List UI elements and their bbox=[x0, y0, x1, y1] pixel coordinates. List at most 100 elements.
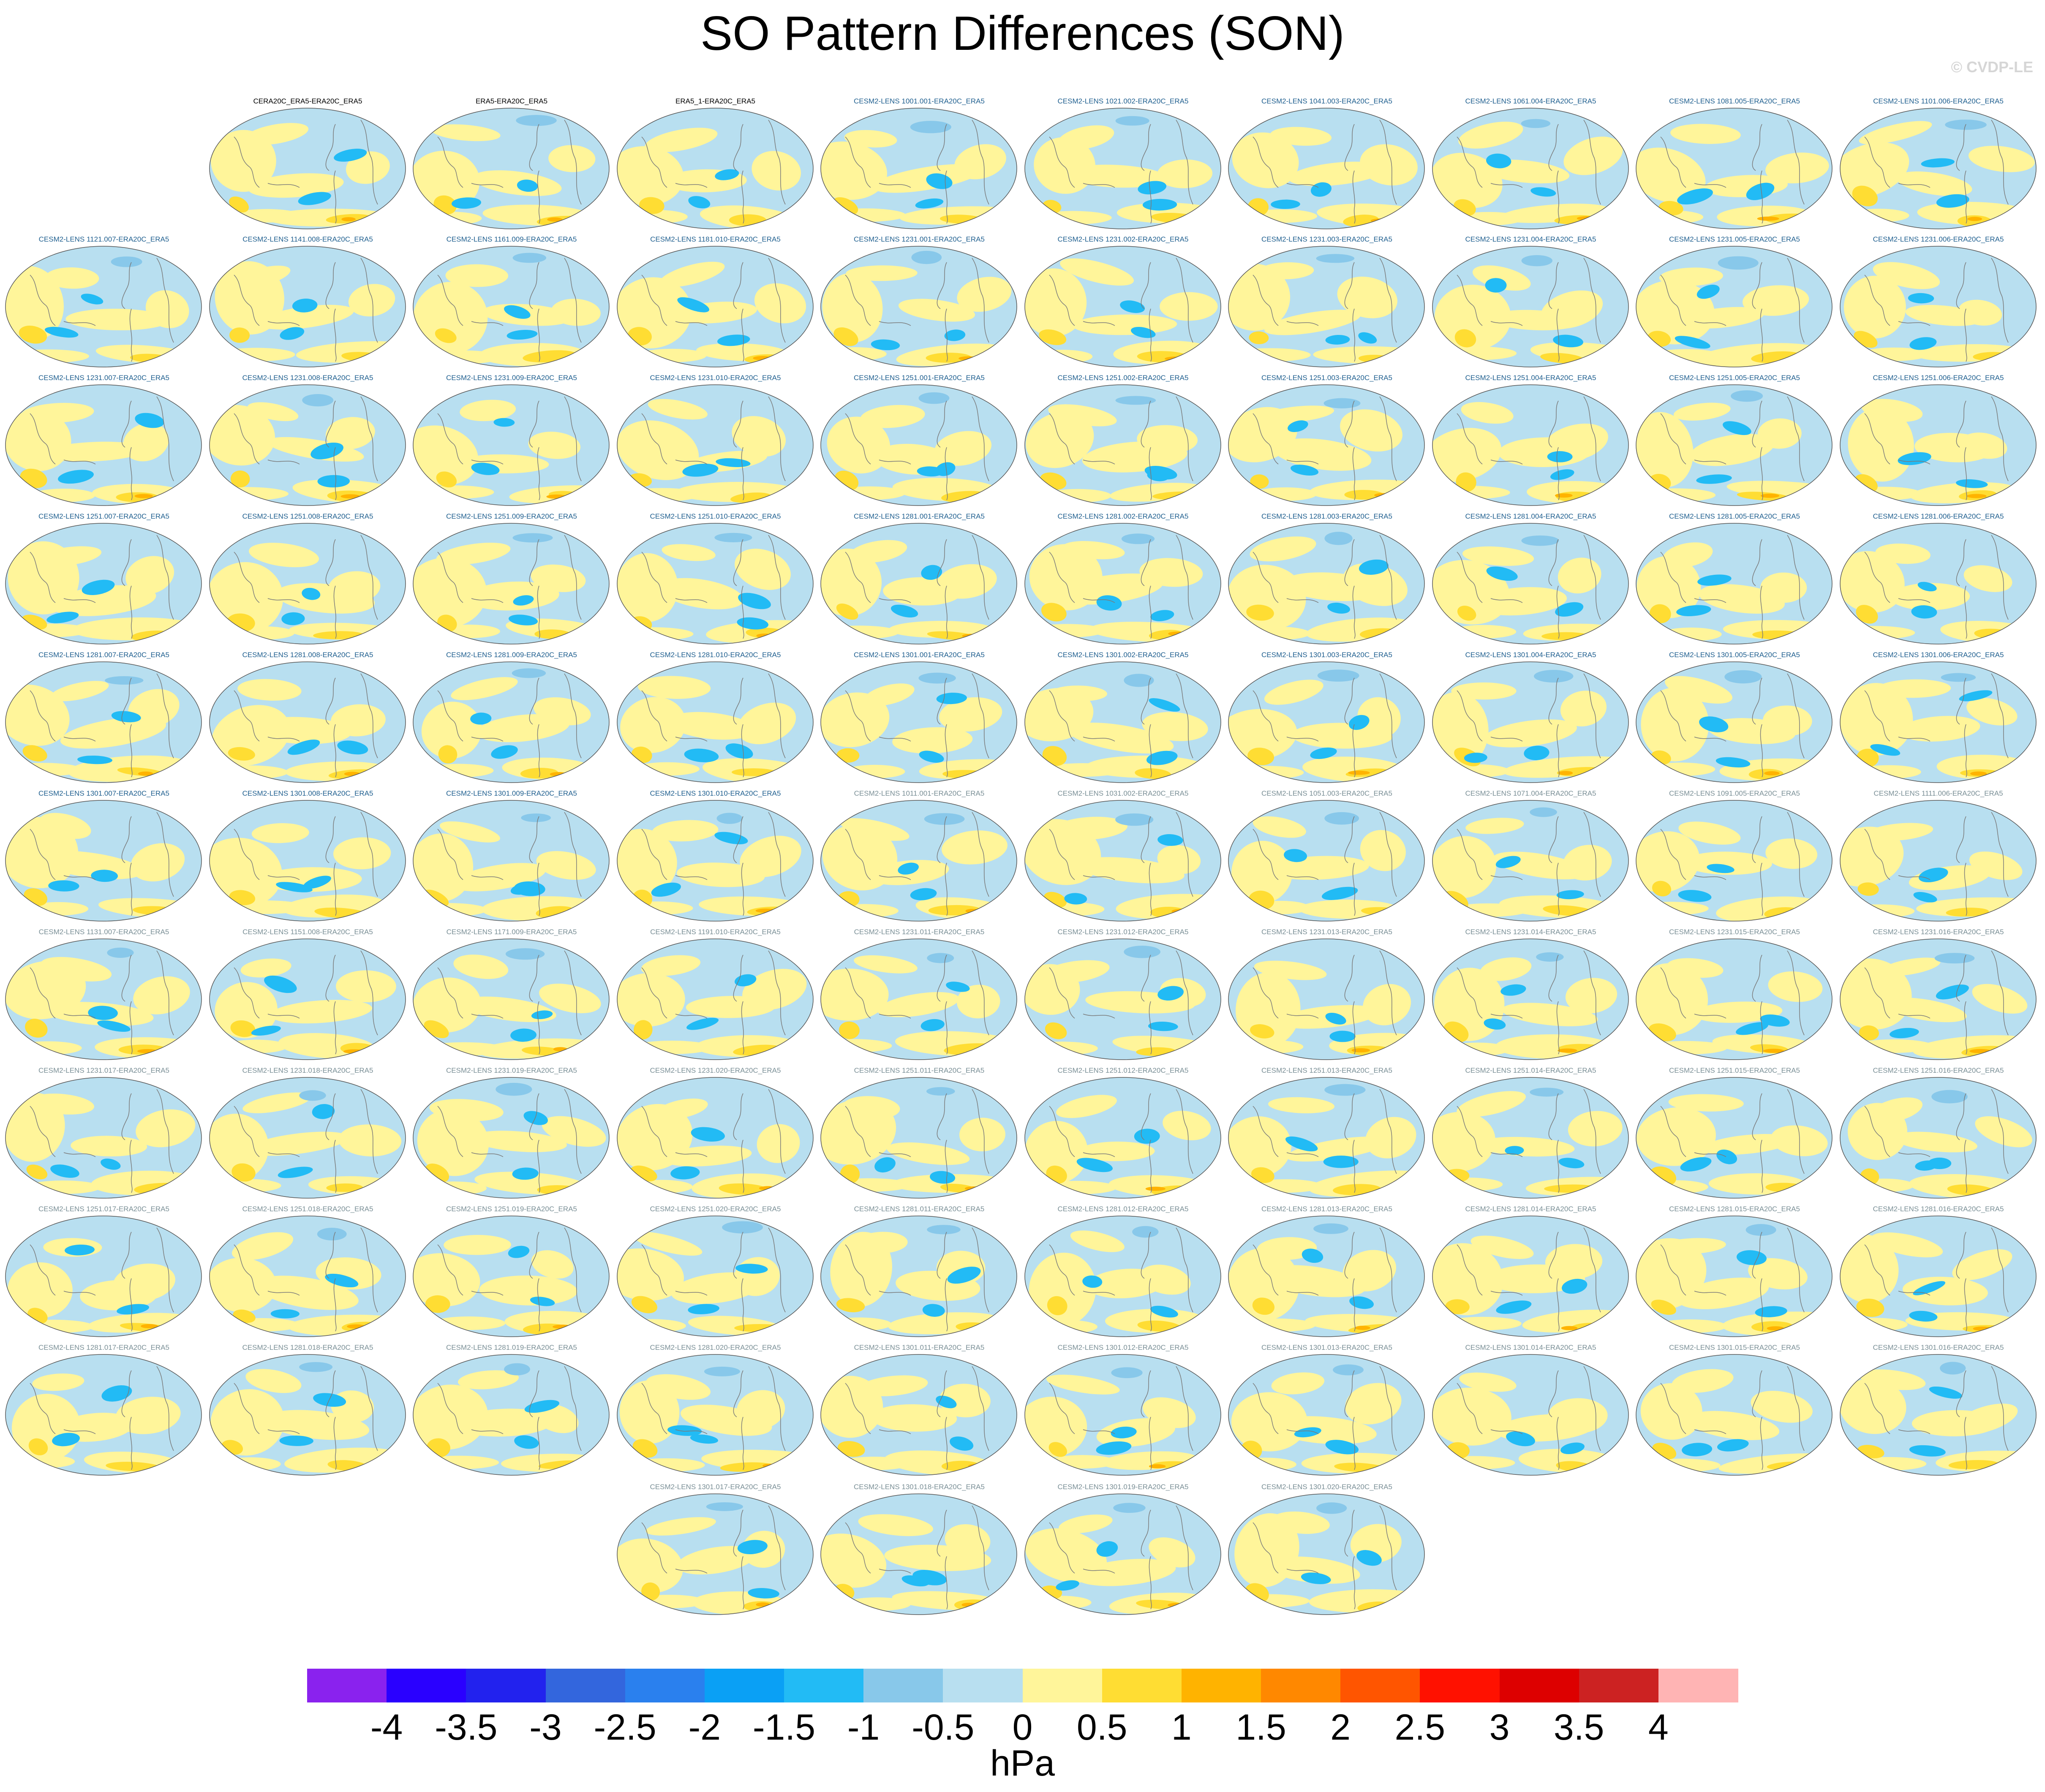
strong-positive-core bbox=[25, 1018, 48, 1038]
negative-anomaly-region bbox=[1523, 745, 1549, 760]
robinson-map bbox=[1432, 800, 1629, 922]
positive-anomaly-region bbox=[617, 973, 685, 1027]
strong-positive-core bbox=[1945, 908, 1989, 917]
negative-anomaly-region bbox=[530, 1297, 555, 1306]
panel-title: CESM2-LENS 1161.009-ERA20C_ERA5 bbox=[446, 235, 577, 243]
positive-anomaly-region bbox=[453, 954, 509, 979]
coastline bbox=[1048, 136, 1075, 188]
positive-anomaly-region bbox=[439, 821, 500, 843]
coastline bbox=[675, 1429, 707, 1434]
coastline bbox=[333, 447, 337, 500]
strong-positive-core bbox=[547, 217, 563, 222]
negative-anomaly-region bbox=[1521, 119, 1550, 128]
panel-title: CESM2-LENS 1231.017-ERA20C_ERA5 bbox=[38, 1066, 169, 1074]
strong-positive-core bbox=[839, 1021, 860, 1039]
map-panel: CESM2-LENS 1231.002-ERA20C_ERA5 bbox=[1024, 234, 1223, 369]
strong-positive-core bbox=[341, 217, 356, 222]
map-panel: CESM2-LENS 1281.010-ERA20C_ERA5 bbox=[616, 650, 815, 784]
coastline bbox=[1352, 585, 1356, 639]
negative-anomaly-region bbox=[299, 1362, 332, 1372]
negative-anomaly-region bbox=[1914, 1160, 1938, 1171]
colorbar-tick-label: -1.5 bbox=[752, 1707, 816, 1748]
map-panel: CESM2-LENS 1231.015-ERA20C_ERA5 bbox=[1635, 927, 1834, 1061]
coastline bbox=[129, 1278, 133, 1332]
negative-anomaly-region bbox=[1941, 673, 1976, 682]
coastline bbox=[1379, 535, 1397, 620]
positive-anomaly-region bbox=[1568, 1111, 1623, 1147]
positive-anomaly-region bbox=[209, 562, 283, 634]
coastline bbox=[879, 1014, 911, 1019]
positive-anomaly-region bbox=[1748, 1258, 1808, 1290]
colorbar-tick-label: 2.5 bbox=[1394, 1707, 1446, 1748]
coastline bbox=[1379, 950, 1397, 1036]
positive-anomaly-region bbox=[1140, 1264, 1191, 1295]
coastline bbox=[129, 447, 133, 500]
positive-anomaly-region bbox=[1545, 1244, 1602, 1280]
coastline bbox=[1660, 1244, 1686, 1296]
coastline bbox=[129, 1139, 133, 1193]
negative-anomaly-region bbox=[512, 253, 547, 263]
negative-anomaly-region bbox=[512, 533, 553, 543]
map-border bbox=[5, 1077, 202, 1199]
strong-positive-core bbox=[1250, 1024, 1274, 1039]
negative-anomaly-region bbox=[1909, 1311, 1937, 1322]
negative-anomaly-region bbox=[105, 676, 144, 685]
coastline bbox=[1149, 447, 1152, 500]
coastline bbox=[1964, 308, 1967, 362]
positive-anomaly-region bbox=[531, 1250, 574, 1279]
coastline bbox=[537, 1139, 540, 1193]
positive-anomaly-region bbox=[1271, 1511, 1330, 1534]
positive-anomaly-region bbox=[1963, 565, 2012, 592]
positive-anomaly-region bbox=[645, 128, 717, 152]
coastline bbox=[1352, 1278, 1356, 1332]
coastline bbox=[945, 170, 948, 224]
coastline bbox=[1760, 308, 1763, 362]
panel-title: CESM2-LENS 1301.020-ERA20C_ERA5 bbox=[1261, 1483, 1392, 1491]
positive-anomaly-region bbox=[418, 1455, 499, 1469]
coastline bbox=[937, 1509, 947, 1557]
map-border bbox=[1024, 661, 1221, 783]
positive-anomaly-region bbox=[413, 557, 487, 628]
map-border bbox=[1839, 523, 2037, 644]
robinson-map bbox=[1024, 938, 1221, 1060]
coastline bbox=[233, 552, 259, 603]
panel-title: CESM2-LENS 1231.018-ERA20C_ERA5 bbox=[242, 1066, 373, 1074]
coastline bbox=[641, 275, 667, 326]
coastline bbox=[741, 447, 744, 500]
coastline bbox=[1149, 308, 1152, 362]
coastline bbox=[741, 1278, 744, 1332]
negative-anomaly-region bbox=[1316, 1502, 1347, 1514]
coastline bbox=[360, 1089, 378, 1174]
coastline bbox=[63, 1014, 96, 1019]
positive-anomaly-region bbox=[1840, 142, 1909, 198]
coastline bbox=[1548, 1370, 1559, 1417]
strong-positive-core bbox=[229, 327, 250, 343]
coastline bbox=[945, 1278, 948, 1332]
positive-anomaly-region bbox=[1846, 487, 1922, 500]
negative-anomaly-region bbox=[1909, 337, 1936, 350]
colorbar-tick-label: 4 bbox=[1648, 1707, 1669, 1748]
map-border bbox=[1228, 384, 1425, 506]
positive-anomaly-region bbox=[1360, 144, 1418, 186]
positive-anomaly-region bbox=[251, 717, 351, 744]
map-border bbox=[413, 1077, 610, 1199]
map-border bbox=[1636, 384, 1833, 506]
coastline bbox=[564, 1227, 582, 1313]
panel-title: CESM2-LENS 1301.017-ERA20C_ERA5 bbox=[650, 1483, 781, 1491]
positive-anomaly-region bbox=[1234, 1318, 1316, 1332]
positive-anomaly-region bbox=[21, 402, 94, 423]
positive-anomaly-region bbox=[1479, 957, 1531, 981]
robinson-map bbox=[413, 1077, 610, 1199]
strong-positive-core bbox=[1852, 185, 1878, 207]
strong-positive-core bbox=[755, 1602, 770, 1607]
coastline bbox=[1490, 737, 1522, 742]
coastline bbox=[1548, 1232, 1559, 1279]
colorbar-swatch bbox=[1261, 1669, 1341, 1702]
positive-anomaly-region bbox=[335, 970, 396, 1003]
coastline bbox=[1141, 816, 1151, 863]
coastline bbox=[360, 812, 378, 897]
map-border bbox=[413, 384, 610, 506]
positive-anomaly-region bbox=[245, 1369, 301, 1393]
coastline bbox=[879, 460, 911, 465]
coastline bbox=[1898, 1014, 1930, 1019]
